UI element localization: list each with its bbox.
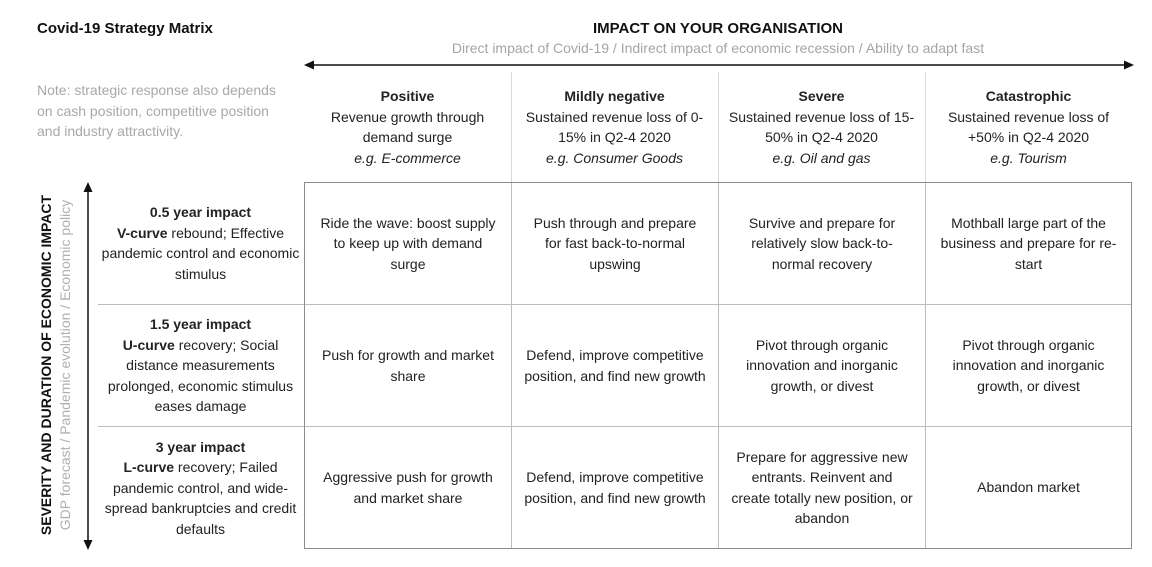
- grid-vline: [511, 183, 512, 548]
- row-title: 3 year impact: [155, 438, 246, 455]
- matrix-cell: Pivot through organic innovation and ino…: [746, 336, 898, 394]
- matrix-cell: Mothball large part of the business and …: [940, 214, 1117, 272]
- strategy-note: Note: strategic response also depends on…: [37, 82, 276, 139]
- curve-label: V-curve: [116, 224, 168, 241]
- row-header-0-5-year: 0.5 year impact V-curve rebound; Effecti…: [98, 182, 303, 304]
- row-header-3-year: 3 year impact L-curve recovery; Failed p…: [98, 427, 303, 549]
- row-description-text: recovery; Failed pandemic control, and w…: [104, 459, 297, 537]
- column-header-positive: Positive Revenue growth through demand s…: [304, 86, 511, 168]
- column-header-severe: Severe Sustained revenue loss of 15-50% …: [718, 86, 925, 168]
- column-title: Severe: [798, 88, 845, 104]
- row-divider: [98, 304, 304, 305]
- top-axis-heading: IMPACT ON YOUR ORGANISATION: [592, 20, 843, 37]
- column-header-mildly-negative: Mildly negative Sustained revenue loss o…: [511, 86, 718, 168]
- column-divider: [925, 72, 926, 182]
- row-description-text: rebound; Effective pandemic control and …: [101, 224, 300, 282]
- column-example: e.g. E-commerce: [354, 149, 461, 166]
- matrix-cell: Abandon market: [977, 479, 1080, 496]
- row-description: L-curve recovery; Failed pandemic contro…: [98, 457, 303, 539]
- column-example: e.g. Tourism: [990, 149, 1067, 166]
- row-description: U-curve recovery; Social distance measur…: [98, 335, 303, 417]
- left-axis-heading: SEVERITY AND DURATION OF ECONOMIC IMPACT: [38, 194, 54, 536]
- grid-hline: [305, 426, 1131, 427]
- row-description-text: recovery; Social distance measurements p…: [107, 336, 294, 415]
- column-example: e.g. Oil and gas: [772, 149, 871, 166]
- curve-label: L-curve: [123, 459, 175, 476]
- column-description: Sustained revenue loss of +50% in Q2-4 2…: [947, 108, 1110, 146]
- matrix-cell: Prepare for aggressive new entrants. Rei…: [731, 448, 913, 527]
- grid-hline: [305, 304, 1131, 305]
- horizontal-double-arrow: [304, 60, 1134, 70]
- vertical-double-arrow: [83, 182, 93, 550]
- column-description: Sustained revenue loss of 0-15% in Q2-4 …: [525, 108, 704, 146]
- row-header-1-5-year: 1.5 year impact U-curve recovery; Social…: [98, 305, 303, 426]
- row-title: 0.5 year impact: [149, 204, 252, 220]
- grid-vline: [718, 183, 719, 548]
- curve-label: U-curve: [122, 336, 175, 353]
- matrix-cell: Aggressive push for growth and market sh…: [323, 469, 493, 506]
- column-example: e.g. Consumer Goods: [546, 149, 683, 166]
- column-title: Catastrophic: [985, 88, 1072, 104]
- top-axis-subheading: Direct impact of Covid-19 / Indirect imp…: [451, 40, 985, 56]
- column-title: Mildly negative: [564, 88, 665, 104]
- row-divider: [98, 426, 304, 427]
- page-title: Covid-19 Strategy Matrix: [37, 20, 213, 37]
- column-description: Revenue growth through demand surge: [330, 108, 485, 146]
- matrix-cell: Defend, improve competitive position, an…: [524, 347, 706, 384]
- matrix-cell: Survive and prepare for relatively slow …: [748, 214, 896, 272]
- grid-vline: [925, 183, 926, 548]
- column-description: Sustained revenue loss of 15-50% in Q2-4…: [728, 108, 915, 146]
- matrix-cell: Push for growth and market share: [322, 347, 494, 384]
- column-header-catastrophic: Catastrophic Sustained revenue loss of +…: [925, 86, 1132, 168]
- matrix-cell: Ride the wave: boost supply to keep up w…: [320, 214, 496, 272]
- matrix-cell: Pivot through organic innovation and ino…: [952, 336, 1105, 394]
- matrix-cell: Defend, improve competitive position, an…: [524, 469, 706, 506]
- row-description: V-curve rebound; Effective pandemic cont…: [98, 223, 303, 285]
- strategy-matrix: Ride the wave: boost supply to keep up w…: [304, 182, 1132, 549]
- column-divider: [511, 72, 512, 182]
- left-axis-subheading: GDP forecast / Pandemic evolution / Econ…: [57, 199, 73, 531]
- matrix-cell: Push through and prepare for fast back-t…: [533, 214, 697, 272]
- row-title: 1.5 year impact: [149, 316, 252, 333]
- column-title: Positive: [380, 88, 435, 104]
- left-axis-label: SEVERITY AND DURATION OF ECONOMIC IMPACT…: [37, 181, 77, 549]
- column-divider: [718, 72, 719, 182]
